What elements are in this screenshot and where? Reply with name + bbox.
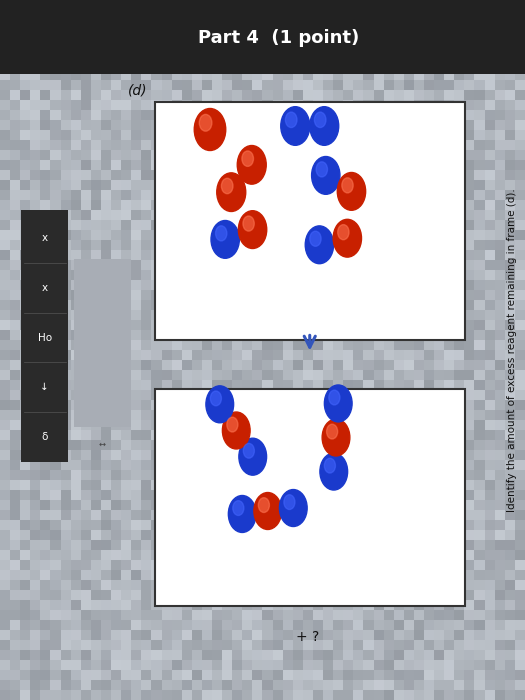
- Circle shape: [333, 219, 362, 257]
- Circle shape: [320, 453, 348, 490]
- Text: Part 4  (1 point): Part 4 (1 point): [197, 29, 359, 47]
- Circle shape: [239, 438, 267, 475]
- Circle shape: [211, 220, 239, 258]
- Text: Ho: Ho: [38, 332, 51, 342]
- Circle shape: [316, 162, 328, 177]
- Text: ↓: ↓: [40, 382, 49, 392]
- Text: Identify the amount of excess reagent remaining in frame (d).: Identify the amount of excess reagent re…: [507, 188, 517, 512]
- Circle shape: [329, 390, 340, 405]
- Circle shape: [284, 495, 295, 510]
- Circle shape: [243, 216, 254, 231]
- Circle shape: [242, 151, 254, 167]
- Circle shape: [342, 178, 353, 193]
- FancyBboxPatch shape: [155, 389, 465, 606]
- FancyBboxPatch shape: [74, 259, 131, 427]
- Text: x: x: [41, 283, 48, 293]
- Circle shape: [237, 146, 266, 184]
- Circle shape: [206, 386, 234, 423]
- FancyBboxPatch shape: [21, 210, 68, 462]
- Text: x: x: [41, 233, 48, 243]
- Circle shape: [211, 391, 222, 406]
- Circle shape: [243, 443, 255, 459]
- Circle shape: [194, 108, 226, 150]
- Circle shape: [238, 211, 267, 248]
- Circle shape: [200, 114, 212, 131]
- Circle shape: [227, 417, 238, 432]
- Circle shape: [327, 424, 338, 439]
- Circle shape: [338, 225, 349, 239]
- FancyBboxPatch shape: [155, 102, 465, 340]
- Circle shape: [314, 112, 326, 127]
- Circle shape: [310, 231, 321, 246]
- Circle shape: [305, 226, 333, 264]
- Circle shape: [223, 412, 250, 449]
- Circle shape: [324, 385, 352, 422]
- Circle shape: [217, 173, 246, 211]
- Circle shape: [322, 419, 350, 456]
- Circle shape: [279, 489, 307, 526]
- Text: δ: δ: [41, 432, 48, 442]
- Circle shape: [286, 112, 297, 127]
- Circle shape: [233, 500, 244, 515]
- Circle shape: [222, 178, 233, 194]
- Circle shape: [258, 498, 269, 512]
- Circle shape: [254, 493, 281, 529]
- Circle shape: [216, 226, 227, 241]
- Text: + ?: + ?: [296, 630, 319, 644]
- Text: ↔: ↔: [99, 440, 106, 449]
- Circle shape: [281, 106, 310, 146]
- Circle shape: [228, 496, 256, 533]
- Circle shape: [310, 106, 339, 146]
- Circle shape: [312, 157, 340, 195]
- FancyBboxPatch shape: [0, 0, 525, 74]
- Text: (d): (d): [128, 84, 147, 98]
- Circle shape: [337, 172, 365, 210]
- Circle shape: [324, 458, 335, 473]
